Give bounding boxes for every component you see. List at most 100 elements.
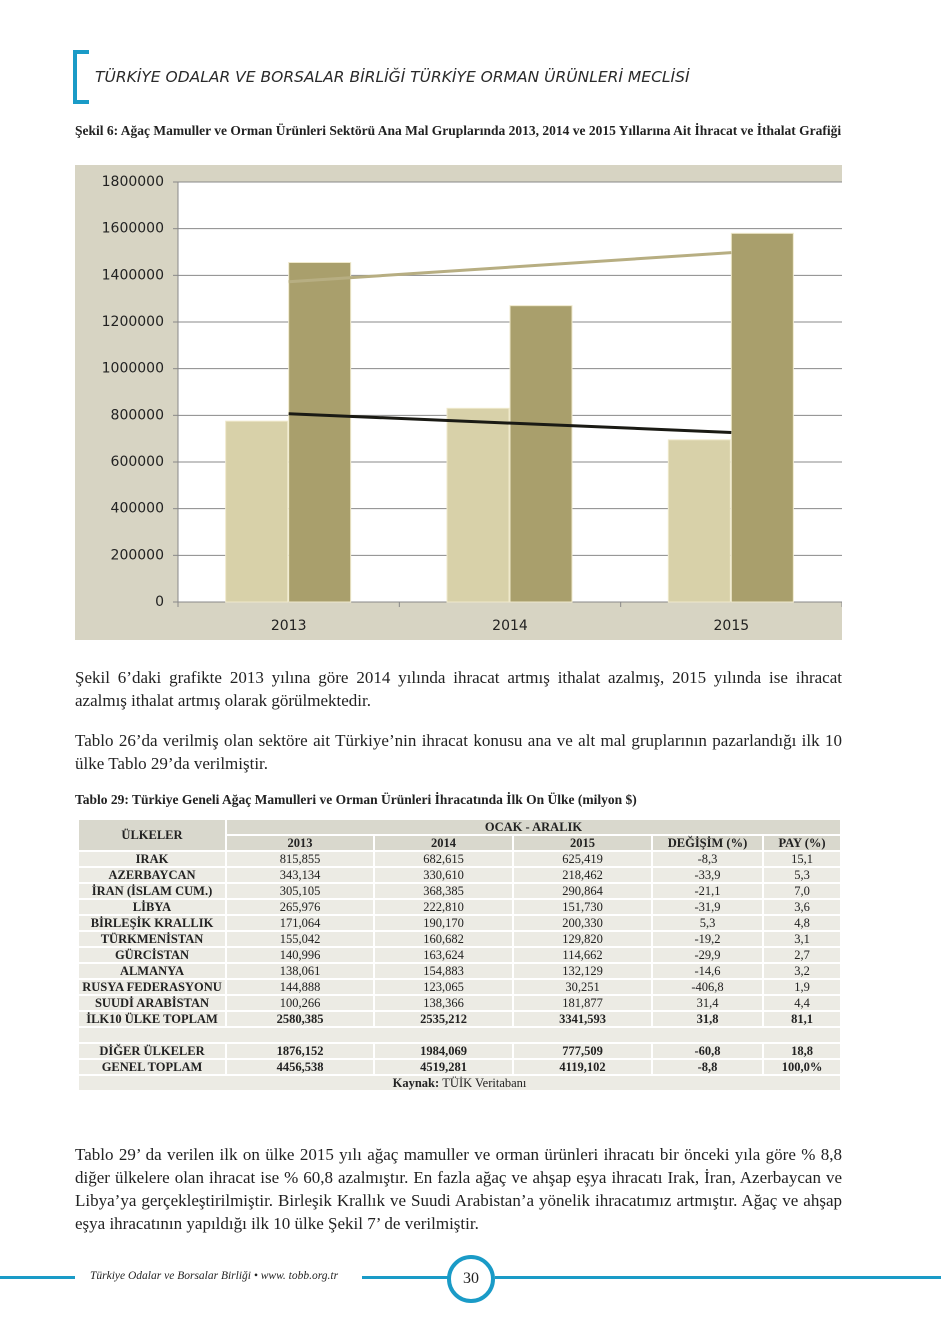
table-cell: 31,4	[651, 994, 764, 1012]
table-cell: 151,730	[512, 898, 653, 916]
table: ÜLKELER OCAK - ARALIK 2013 2014 2015 DEĞİŞİM …	[76, 818, 843, 1092]
bar	[509, 305, 573, 603]
table-cell: 343,134	[225, 866, 375, 884]
table-cell: 368,385	[373, 882, 514, 900]
table-row: İLK10 ÜLKE TOPLAM 2580,385 2535,212 3341,59…	[77, 1010, 843, 1028]
table-cell: -8,3	[651, 850, 764, 868]
table-caption: Tablo 29: Türkiye Geneli Ağaç Mamulleri …	[75, 792, 637, 807]
y-tick-label: 200000	[111, 547, 164, 563]
table-cell: 2015	[512, 834, 653, 852]
table-cell: -60,8	[651, 1042, 764, 1060]
table-cell: 18,8	[761, 1042, 843, 1060]
table-cell: RUSYA FEDERASYONU	[77, 978, 227, 996]
table-row: BİRLEŞİK KRALLIK 171,064 190,170 200,330 5,3…	[77, 914, 843, 932]
table-cell: 4119,102	[512, 1058, 653, 1076]
table-row: TÜRKMENİSTAN 155,042 160,682 129,820 -19,2 3,…	[77, 930, 843, 948]
table-cell: SUUDİ ARABİSTAN	[77, 994, 227, 1012]
table-cell: DEĞİŞİM (%)	[651, 834, 764, 852]
table-cell: 160,682	[373, 930, 514, 948]
table-cell: 1984,069	[373, 1042, 514, 1060]
table-cell	[76, 1026, 843, 1044]
table-cell: GENEL TOPLAM	[77, 1058, 227, 1076]
table-row: IRAK 815,855 682,615 625,419 -8,3 15,1	[77, 850, 843, 868]
table-cell: 7,0	[761, 882, 843, 900]
table-cell: 1,9	[761, 978, 843, 996]
table-cell: 2535,212	[373, 1010, 514, 1028]
table-row: AZERBAYCAN 343,134 330,610 218,462 -33,9 5,3	[77, 866, 843, 884]
table-cell: 4519,281	[373, 1058, 514, 1076]
paragraph: Tablo 29’ da verilen ilk on ülke 2015 yı…	[75, 1145, 842, 1233]
table-cell: 3341,593	[512, 1010, 653, 1028]
x-tick-label: 2014	[492, 618, 528, 634]
table-cell: İLK10 ÜLKE TOPLAM	[77, 1010, 227, 1028]
table-row: ÜLKELER OCAK - ARALIK	[77, 818, 843, 852]
table-cell: GÜRCİSTAN	[77, 946, 227, 964]
table-cell: 2014	[373, 834, 514, 852]
table-cell: 4,8	[761, 914, 843, 932]
table-row: DİĞER ÜLKELER 1876,152 1984,069 777,509 -60,…	[77, 1042, 843, 1060]
table-cell: -29,9	[651, 946, 764, 964]
table-row: ALMANYA 138,061 154,883 132,129 -14,6 3,2	[77, 962, 843, 980]
table-cell: Kaynak: TÜİK Veritabanı	[76, 1074, 843, 1092]
table-cell: 138,061	[225, 962, 375, 980]
bar	[667, 439, 731, 603]
source-text: TÜİK Veritabanı	[442, 1075, 527, 1090]
table-cell: 305,105	[225, 882, 375, 900]
x-tick-label: 2013	[271, 618, 307, 634]
header-bracket	[73, 50, 89, 104]
trend-line	[288, 251, 732, 284]
y-tick-label: 1600000	[102, 221, 164, 237]
table-cell: PAY (%)	[761, 834, 843, 852]
y-tick-label: 600000	[111, 454, 164, 470]
source-label: Kaynak:	[392, 1075, 440, 1090]
table-row: GENEL TOPLAM 4456,538 4519,281 4119,102 -8,8…	[77, 1058, 843, 1076]
y-tick-label: 1200000	[102, 314, 164, 330]
page-number: 30	[447, 1255, 495, 1303]
table-cell: -33,9	[651, 866, 764, 884]
header-title: TÜRKİYE ODALAR VE BORSALAR BİRLİĞİ TÜRKİ…	[95, 68, 690, 86]
table-cell: 123,065	[373, 978, 514, 996]
footer-rule	[495, 1276, 941, 1279]
table-cell: 777,509	[512, 1042, 653, 1060]
bar	[288, 262, 352, 603]
bar	[225, 420, 289, 603]
table-row: RUSYA FEDERASYONU 144,888 123,065 30,251 -40…	[77, 978, 843, 996]
table-cell: 4,4	[761, 994, 843, 1012]
footer-text: Türkiye Odalar ve Borsalar Birliği • www…	[90, 1270, 339, 1282]
table-cell: 2013	[225, 834, 375, 852]
table-row: İRAN (İSLAM CUM.) 305,105 368,385 290,864 -2…	[77, 882, 843, 900]
table-cell: 218,462	[512, 866, 653, 884]
footer-rule	[0, 1276, 75, 1279]
paragraph: Şekil 6’daki grafikte 2013 yılına göre 2…	[75, 668, 842, 710]
bar	[730, 232, 794, 603]
table-cell: 3,1	[761, 930, 843, 948]
table-cell: 190,170	[373, 914, 514, 932]
table-cell: 132,129	[512, 962, 653, 980]
table-cell: İRAN (İSLAM CUM.)	[77, 882, 227, 900]
table-cell: AZERBAYCAN	[77, 866, 227, 884]
table-cell: 330,610	[373, 866, 514, 884]
table-cell: 3,2	[761, 962, 843, 980]
y-tick-label: 1800000	[102, 174, 164, 190]
table-cell: 222,810	[373, 898, 514, 916]
table-cell: 5,3	[651, 914, 764, 932]
table-cell: 154,883	[373, 962, 514, 980]
table-cell: 81,1	[761, 1010, 843, 1028]
table-cell: -31,9	[651, 898, 764, 916]
table-cell: 1876,152	[225, 1042, 375, 1060]
chart: 0 200000 400000 600000 800000 1000000 1200000 1…	[75, 165, 842, 640]
paragraph: Tablo 26’da verilmiş olan sektöre ait Tü…	[75, 731, 842, 773]
trend-line	[288, 412, 732, 434]
table-cell: 181,877	[512, 994, 653, 1012]
table-cell: 129,820	[512, 930, 653, 948]
table-row: LİBYA 265,976 222,810 151,730 -31,9 3,6	[77, 898, 843, 916]
table-cell: ÜLKELER	[77, 818, 227, 852]
table-cell: -21,1	[651, 882, 764, 900]
table-cell: 2580,385	[225, 1010, 375, 1028]
table-cell: 144,888	[225, 978, 375, 996]
table-cell: -19,2	[651, 930, 764, 948]
table-cell: LİBYA	[77, 898, 227, 916]
y-tick-label: 1400000	[102, 267, 164, 283]
table-row: GÜRCİSTAN 140,996 163,624 114,662 -29,9 2,7	[77, 946, 843, 964]
